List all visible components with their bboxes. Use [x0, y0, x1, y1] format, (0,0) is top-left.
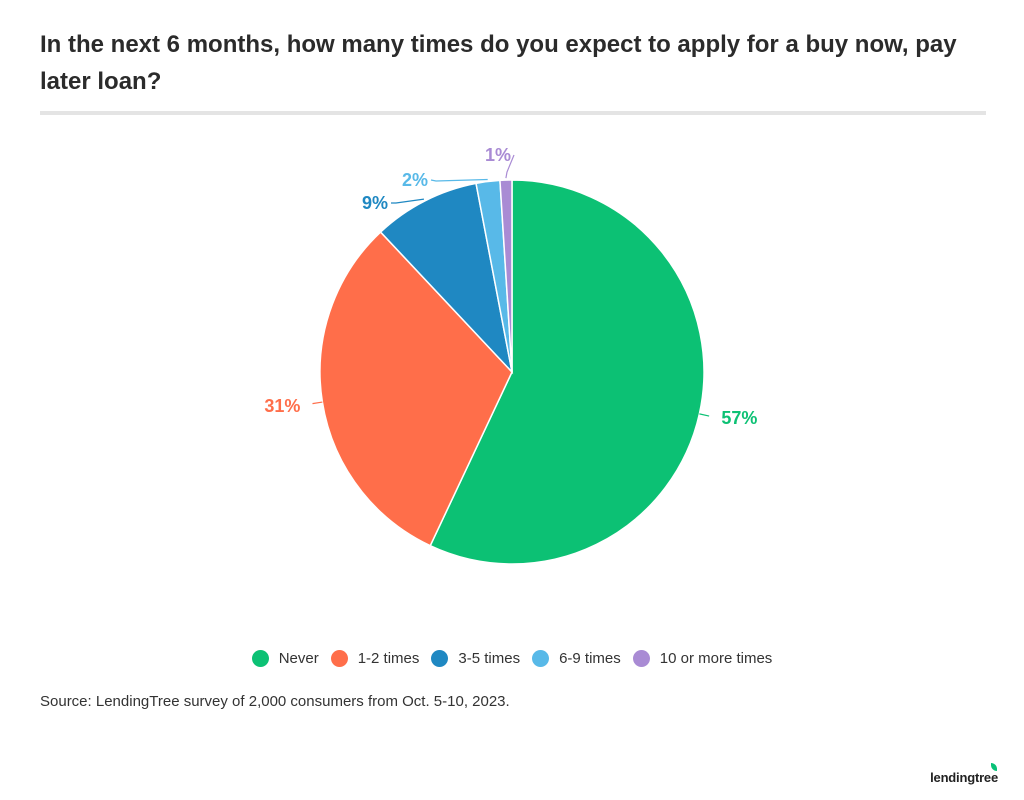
legend: Never 1-2 times 3-5 times 6-9 times 10 o…: [0, 645, 1024, 671]
data-label-10-or-more-times: 1%: [485, 145, 511, 165]
legend-item-never[interactable]: Never: [251, 649, 319, 667]
brand-logo: lendingtree: [930, 763, 998, 785]
leader-line-10-or-more-times: [505, 154, 515, 179]
legend-label-10-or-more-times: 10 or more times: [659, 649, 773, 667]
title-divider: [40, 111, 986, 115]
data-label-never: 57%: [721, 408, 757, 428]
legend-item-1-2-times[interactable]: 1-2 times: [330, 649, 420, 667]
chart-title: In the next 6 months, how many times do …: [40, 31, 957, 95]
legend-label-6-9-times: 6-9 times: [559, 649, 621, 667]
pie-chart: 57% 31% 9% 2% 1%: [264, 145, 757, 565]
legend-swatch-10-or-more-times: [632, 649, 650, 667]
source-note: Source: LendingTree survey of 2,000 cons…: [40, 693, 510, 710]
pie-slice-never[interactable]: [429, 179, 705, 565]
legend-swatch-1-2-times: [330, 649, 348, 667]
label-tick-never: [699, 413, 710, 417]
legend-label-1-2-times: 1-2 times: [357, 649, 420, 667]
data-label-6-9-times: 2%: [402, 170, 428, 190]
legend-swatch-never: [251, 649, 269, 667]
leader-line-6-9-times: [430, 178, 488, 182]
data-label-1-2-times: 31%: [264, 396, 300, 416]
pie-slice-1-2-times[interactable]: [319, 230, 513, 547]
data-label-3-5-times: 9%: [362, 193, 388, 213]
leader-line-3-5-times: [391, 198, 425, 204]
pie-slice-10-or-more-times[interactable]: [499, 179, 513, 373]
legend-swatch-6-9-times: [532, 649, 550, 667]
label-tick-1-2-times: [312, 401, 323, 405]
legend-item-10-or-more-times[interactable]: 10 or more times: [632, 649, 773, 667]
legend-item-6-9-times[interactable]: 6-9 times: [532, 649, 621, 667]
brand-wordmark: lendingtree: [930, 770, 998, 785]
legend-item-3-5-times[interactable]: 3-5 times: [431, 649, 521, 667]
legend-swatch-3-5-times: [431, 649, 449, 667]
legend-label-never: Never: [278, 649, 319, 667]
pie-slice-3-5-times[interactable]: [379, 182, 514, 375]
leaf-icon: [991, 763, 997, 771]
legend-label-3-5-times: 3-5 times: [458, 649, 521, 667]
